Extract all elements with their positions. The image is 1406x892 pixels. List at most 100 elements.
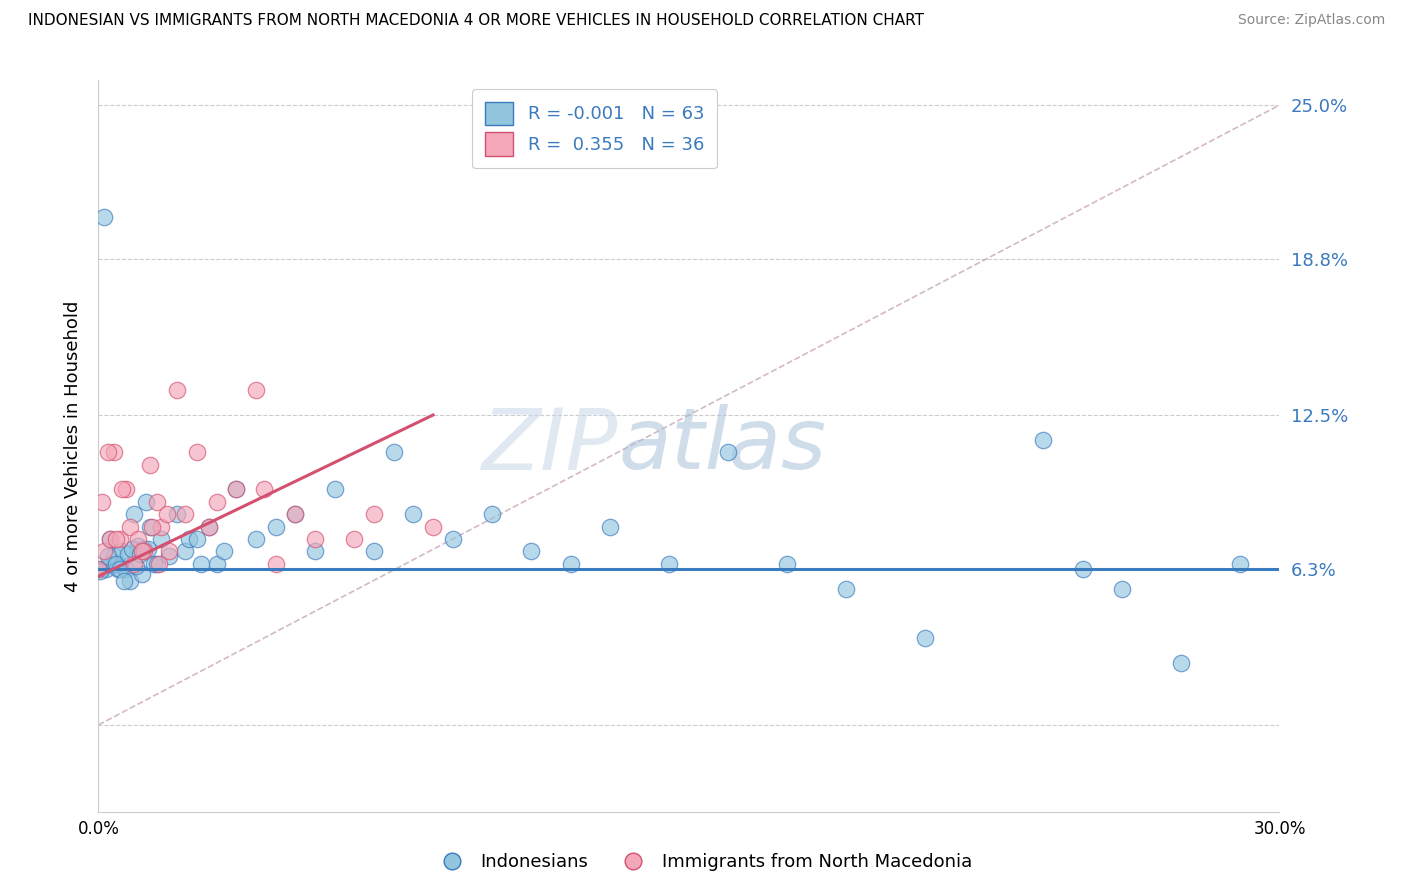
Point <box>135 495 157 509</box>
Point <box>108 532 131 546</box>
Point <box>186 445 208 459</box>
Point <box>156 507 179 521</box>
Point <box>177 532 200 546</box>
Point <box>132 544 155 558</box>
Point <box>131 544 153 558</box>
Point <box>284 507 307 521</box>
Point <box>128 547 150 561</box>
Point <box>174 507 197 521</box>
Point <box>264 557 287 571</box>
Point <box>214 544 236 558</box>
Point <box>138 458 160 472</box>
Point <box>402 507 425 521</box>
Point <box>599 519 621 533</box>
Text: INDONESIAN VS IMMIGRANTS FROM NORTH MACEDONIA 4 OR MORE VEHICLES IN HOUSEHOLD CO: INDONESIAN VS IMMIGRANTS FROM NORTH MACE… <box>28 13 924 29</box>
Point <box>264 519 287 533</box>
Point <box>93 544 115 558</box>
Point <box>121 541 143 556</box>
Point <box>122 557 145 571</box>
Point <box>89 564 111 578</box>
Point <box>115 483 138 497</box>
Point <box>186 532 208 546</box>
Point <box>132 541 155 556</box>
Point <box>166 507 188 521</box>
Point <box>127 540 149 554</box>
Point <box>304 532 326 546</box>
Point <box>197 519 219 533</box>
Point <box>441 532 464 546</box>
Point <box>148 557 170 571</box>
Y-axis label: 4 or more Vehicles in Household: 4 or more Vehicles in Household <box>63 301 82 591</box>
Point <box>174 544 197 558</box>
Point <box>125 559 148 574</box>
Point <box>835 582 858 596</box>
Point <box>1229 557 1251 571</box>
Point <box>776 557 799 571</box>
Point <box>97 445 120 459</box>
Point <box>93 210 115 224</box>
Point <box>205 495 228 509</box>
Point <box>107 562 129 576</box>
Point <box>1032 433 1054 447</box>
Point <box>166 383 188 397</box>
Point <box>284 507 307 521</box>
Point <box>111 483 134 497</box>
Point <box>150 519 173 533</box>
Point <box>323 483 346 497</box>
Point <box>98 532 121 546</box>
Point <box>658 557 681 571</box>
Point <box>914 631 936 645</box>
Point <box>138 519 160 533</box>
Point <box>481 507 503 521</box>
Point <box>717 445 740 459</box>
Point <box>253 483 276 497</box>
Point <box>205 557 228 571</box>
Point <box>225 483 247 497</box>
Point <box>122 507 145 521</box>
Point <box>105 532 128 546</box>
Point <box>150 532 173 546</box>
Point <box>118 519 141 533</box>
Point <box>103 445 125 459</box>
Point <box>87 562 110 576</box>
Point <box>105 557 128 571</box>
Point <box>91 495 114 509</box>
Point <box>560 557 582 571</box>
Point <box>96 562 118 576</box>
Text: atlas: atlas <box>619 404 827 488</box>
Point <box>131 566 153 581</box>
Point <box>118 574 141 588</box>
Text: Source: ZipAtlas.com: Source: ZipAtlas.com <box>1237 13 1385 28</box>
Point <box>245 383 267 397</box>
Point <box>520 544 543 558</box>
Point <box>157 544 180 558</box>
Point <box>363 507 385 521</box>
Point <box>97 549 120 564</box>
Point <box>98 532 121 546</box>
Text: ZIP: ZIP <box>482 404 619 488</box>
Point <box>363 544 385 558</box>
Point <box>107 557 129 571</box>
Legend: R = -0.001   N = 63, R =  0.355   N = 36: R = -0.001 N = 63, R = 0.355 N = 36 <box>472 89 717 169</box>
Legend: Indonesians, Immigrants from North Macedonia: Indonesians, Immigrants from North Maced… <box>426 847 980 879</box>
Point <box>111 544 134 558</box>
Point <box>108 562 131 576</box>
Point <box>1170 656 1192 670</box>
Point <box>382 445 405 459</box>
Point <box>112 574 135 588</box>
Point <box>1111 582 1133 596</box>
Point <box>343 532 366 546</box>
Point <box>141 519 163 533</box>
Point <box>103 549 125 564</box>
Point <box>190 557 212 571</box>
Point <box>115 562 138 576</box>
Point <box>197 519 219 533</box>
Point <box>91 562 114 576</box>
Point <box>142 557 165 571</box>
Point <box>146 495 169 509</box>
Point <box>117 547 139 561</box>
Point <box>136 541 159 556</box>
Point <box>127 532 149 546</box>
Point <box>422 519 444 533</box>
Point <box>245 532 267 546</box>
